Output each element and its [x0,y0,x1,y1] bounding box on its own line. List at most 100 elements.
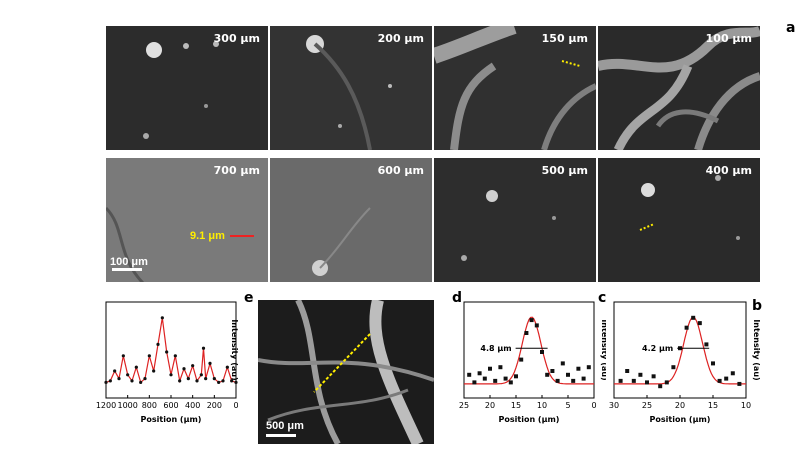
data-point [152,369,156,373]
x-tick-label: 200 [207,401,222,410]
data-point [684,325,689,330]
data-point [529,318,534,323]
data-point [691,315,696,320]
x-tick-label: 15 [511,401,521,410]
x-tick-label: 20 [485,401,495,410]
data-point [711,361,715,366]
data-point [737,381,742,386]
scalebar-label: 500 μm [266,420,304,432]
image-tile-200um: 200 μm [270,26,432,150]
data-point [467,372,472,377]
data-point [631,378,636,383]
x-tick-label: 25 [642,401,652,410]
fit-curve [614,316,746,385]
data-point [108,379,112,383]
data-point [130,379,134,383]
data-point [178,379,182,383]
data-point [704,342,709,347]
data-point [126,373,130,377]
fit-curve [464,316,594,385]
plot-b: 10 15 20 25 30 Position (μm) Intensity (au) 4.2… [609,301,760,424]
data-point [139,380,143,384]
data-point [519,357,524,362]
data-point [143,377,147,381]
data-point [182,367,186,371]
data-point [217,380,221,384]
fwhm-label: 4.8 μm [480,344,511,353]
panel-letter-e: e [244,290,254,306]
data-point [545,372,550,377]
depth-label: 150 μm [541,32,588,45]
data-point [201,346,206,350]
data-point [477,371,482,376]
image-tile-100um: 100 μm [598,26,760,150]
data-point [658,384,663,389]
plot-c: 0 5 10 15 20 25 Position (μm) Intensity (au) 4.8… [459,301,606,424]
data-point [165,350,169,354]
data-point [113,369,117,373]
data-point [724,376,729,381]
data-point [104,380,108,384]
y-axis-label: Intensity (au) [600,319,606,380]
x-tick-label: 10 [537,401,547,410]
x-tick-label: 600 [163,401,178,410]
data-point [664,380,669,385]
data-point [503,376,508,381]
scalebar-label: 100 μm [110,256,148,268]
data-point [482,376,487,381]
data-point [581,376,586,381]
data-point [586,365,591,370]
data-point [566,372,570,377]
data-point [625,369,630,373]
image-tile-vasculature: 500 μm [258,300,434,444]
x-tick-label: 20 [675,401,685,410]
x-tick-label: 10 [741,401,751,410]
data-point [488,366,492,371]
x-axis-label: Position (μm) [499,415,560,424]
data-point [234,380,238,384]
x-tick-label: 0 [591,401,596,410]
depth-label: 200 μm [377,32,424,45]
data-point [534,323,539,328]
image-tile-300um: 300 μm [106,26,268,150]
fwhm-label: 4.2 μm [642,344,673,353]
data-point [221,379,225,383]
depth-label: 100 μm [705,32,752,45]
data-point [571,378,576,383]
plot-frame [463,301,595,399]
data-point [618,378,623,383]
data-point [508,380,513,385]
image-tile-700um: 700 μm 9.1 μm 100 μm [106,158,268,282]
x-axis-label: Position (μm) [650,415,711,424]
data-point [191,364,195,368]
depth-label: 300 μm [213,32,260,45]
y-axis-label: Intensity (au) [752,319,760,380]
data-point [651,374,656,379]
data-point [524,331,529,335]
data-point [204,377,208,381]
data-point [645,380,649,385]
data-point [550,369,555,373]
data-point [199,373,203,377]
panel-letter-d: d [452,290,463,306]
data-point [717,378,722,383]
depth-label: 700 μm [213,164,260,177]
data-point [555,378,560,383]
image-tile-400um: 400 μm [598,158,760,282]
x-tick-label: 30 [609,401,619,410]
x-tick-label: 15 [708,401,718,410]
data-point [173,354,177,358]
x-tick-label: 5 [565,401,570,410]
data-point [195,379,199,383]
data-point [514,374,518,379]
data-point [730,371,735,376]
depth-label: 600 μm [377,164,424,177]
data-point [147,354,151,358]
image-tile-500um: 500 μm [434,158,596,282]
depth-label: 400 μm [705,164,752,177]
data-point [212,377,216,381]
data-point [472,380,477,385]
x-tick-label: 0 [233,401,238,410]
series-line [105,317,237,384]
x-axis-label: Position (μm) [141,415,202,424]
